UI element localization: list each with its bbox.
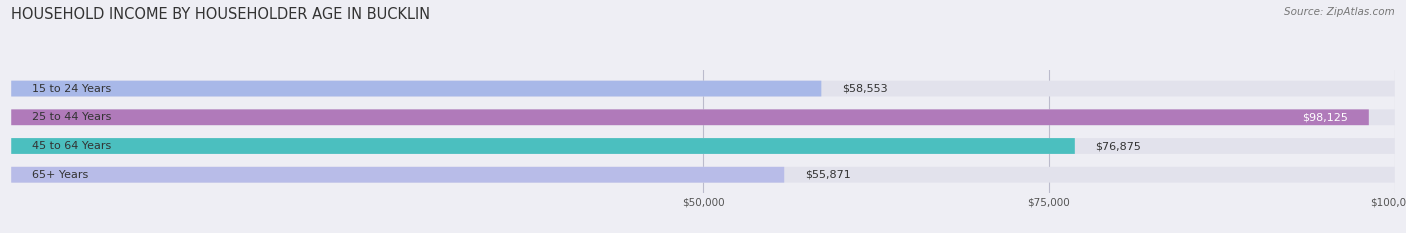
FancyBboxPatch shape bbox=[11, 167, 785, 183]
FancyBboxPatch shape bbox=[11, 109, 1369, 125]
FancyBboxPatch shape bbox=[11, 167, 1395, 183]
FancyBboxPatch shape bbox=[11, 138, 1074, 154]
Text: $76,875: $76,875 bbox=[1095, 141, 1142, 151]
Text: 15 to 24 Years: 15 to 24 Years bbox=[32, 84, 111, 94]
Text: 25 to 44 Years: 25 to 44 Years bbox=[32, 112, 111, 122]
Text: $55,871: $55,871 bbox=[806, 170, 851, 180]
FancyBboxPatch shape bbox=[11, 109, 1395, 125]
Text: 45 to 64 Years: 45 to 64 Years bbox=[32, 141, 111, 151]
Text: 65+ Years: 65+ Years bbox=[32, 170, 89, 180]
Text: HOUSEHOLD INCOME BY HOUSEHOLDER AGE IN BUCKLIN: HOUSEHOLD INCOME BY HOUSEHOLDER AGE IN B… bbox=[11, 7, 430, 22]
Text: $98,125: $98,125 bbox=[1302, 112, 1348, 122]
Text: Source: ZipAtlas.com: Source: ZipAtlas.com bbox=[1284, 7, 1395, 17]
FancyBboxPatch shape bbox=[11, 138, 1395, 154]
Text: $58,553: $58,553 bbox=[842, 84, 887, 94]
FancyBboxPatch shape bbox=[11, 81, 821, 96]
FancyBboxPatch shape bbox=[11, 81, 1395, 96]
